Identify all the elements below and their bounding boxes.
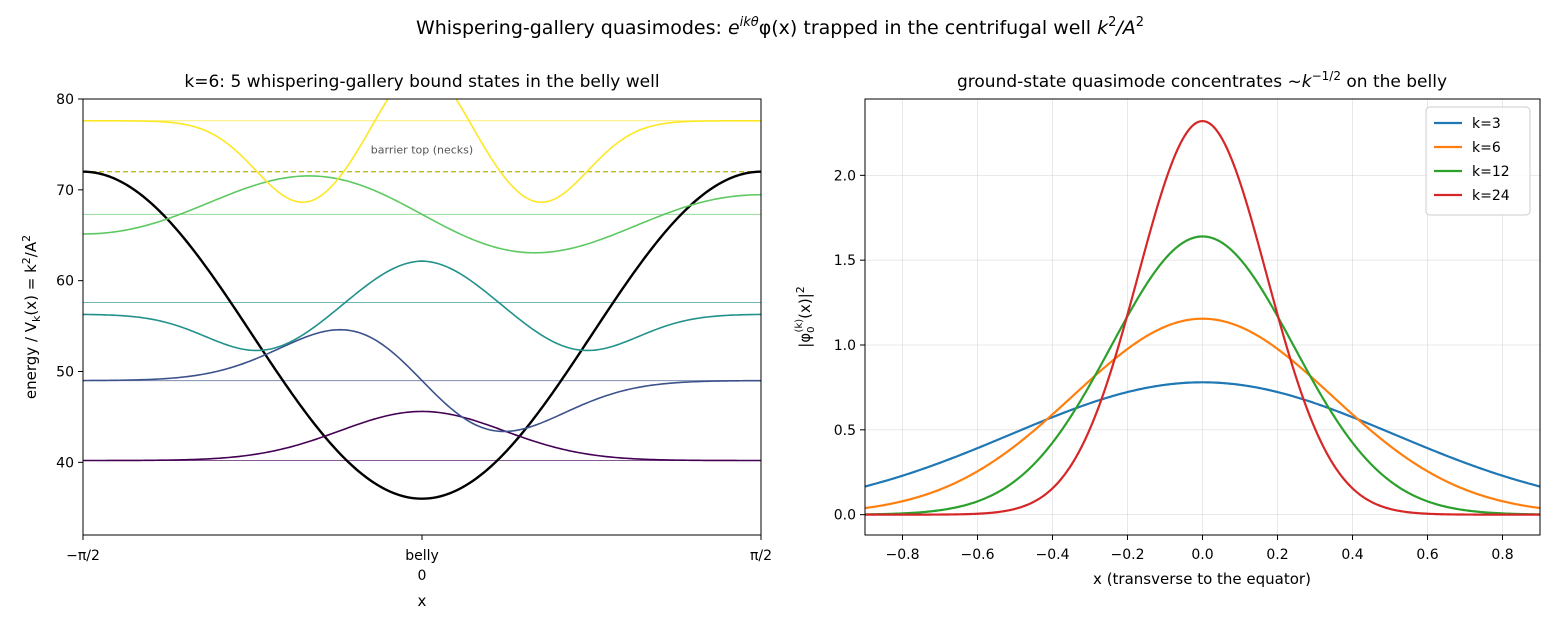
- wavefunction-curve-n0: [83, 410, 761, 462]
- y-tick-label: 0.0: [834, 508, 856, 524]
- right-x-axis-label: x (transverse to the equator): [1093, 570, 1311, 588]
- wavefunction-curve-n1: [83, 328, 761, 433]
- figure-suptitle: Whispering-gallery quasimodes: eikθφ(x) …: [416, 15, 1144, 39]
- right-plot-area: [865, 119, 1540, 516]
- left-y-axis-label: energy / Vk(x) = k2/A2: [20, 235, 43, 399]
- wavefunction-curve-n4: [83, 99, 761, 204]
- y-tick-label: 1.5: [834, 253, 856, 269]
- right-x-ticks: −0.8 −0.6 −0.4 −0.2 0.0 0.2 0.4 0.6 0.8: [886, 535, 1514, 563]
- left-axes-frame: [82, 98, 762, 536]
- y-tick-label: 50: [56, 365, 74, 381]
- legend-label-k6: k=6: [1472, 140, 1501, 156]
- x-tick-label: 0.8: [1491, 547, 1513, 563]
- legend-box: [1425, 106, 1531, 216]
- x-tick-label: 0.0: [1191, 547, 1213, 563]
- left-chart-title: k=6: 5 whispering-gallery bound states i…: [184, 72, 659, 92]
- y-tick-label: 70: [56, 183, 74, 199]
- right-y-axis-label: |φ0(k)(x)|2: [794, 286, 817, 348]
- x-tick-label: 0: [418, 568, 427, 584]
- potential-curve: [83, 170, 761, 500]
- legend-label-k24: k=24: [1472, 188, 1510, 204]
- x-tick-label: −π/2: [66, 548, 100, 564]
- left-chart: k=6: 5 whispering-gallery bound states i…: [20, 72, 772, 610]
- y-tick-label: 40: [56, 455, 74, 471]
- right-legend: k=3 k=6 k=12 k=24: [1425, 106, 1531, 216]
- x-tick-label: −0.8: [886, 547, 920, 563]
- series-line-k3: [865, 381, 1540, 488]
- wavefunction-curve-n3: [83, 175, 761, 254]
- wavefunction-curve-n2: [83, 260, 761, 352]
- y-tick-label: 2.0: [834, 168, 856, 184]
- right-chart: ground-state quasimode concentrates ~k−1…: [794, 69, 1541, 588]
- right-chart-title: ground-state quasimode concentrates ~k−1…: [957, 69, 1447, 92]
- left-x-ticks: −π/2 0 π/2 belly: [66, 535, 772, 584]
- x-tick-label: −0.4: [1036, 547, 1070, 563]
- y-tick-label: 60: [56, 274, 74, 290]
- x-tick-label-belly: belly: [405, 548, 439, 564]
- left-plot-area: [83, 99, 761, 500]
- x-tick-label: −0.2: [1111, 547, 1145, 563]
- series-line-k12: [865, 235, 1540, 516]
- series-line-k24: [865, 119, 1540, 516]
- x-tick-label: −0.6: [961, 547, 995, 563]
- left-y-ticks: 40 50 60 70 80: [56, 92, 83, 471]
- x-tick-label: π/2: [750, 548, 772, 564]
- x-tick-label: 0.2: [1266, 547, 1288, 563]
- y-tick-label: 0.5: [834, 423, 856, 439]
- x-tick-label: 0.6: [1416, 547, 1438, 563]
- barrier-annotation: barrier top (necks): [371, 144, 473, 157]
- y-tick-label: 80: [56, 92, 74, 108]
- left-x-axis-label: x: [418, 592, 427, 610]
- legend-label-k3: k=3: [1472, 116, 1501, 132]
- right-y-ticks: 0.0 0.5 1.0 1.5 2.0: [834, 168, 865, 524]
- series-line-k6: [865, 317, 1540, 510]
- x-tick-label: 0.4: [1341, 547, 1363, 563]
- legend-label-k12: k=12: [1472, 164, 1510, 180]
- y-tick-label: 1.0: [834, 338, 856, 354]
